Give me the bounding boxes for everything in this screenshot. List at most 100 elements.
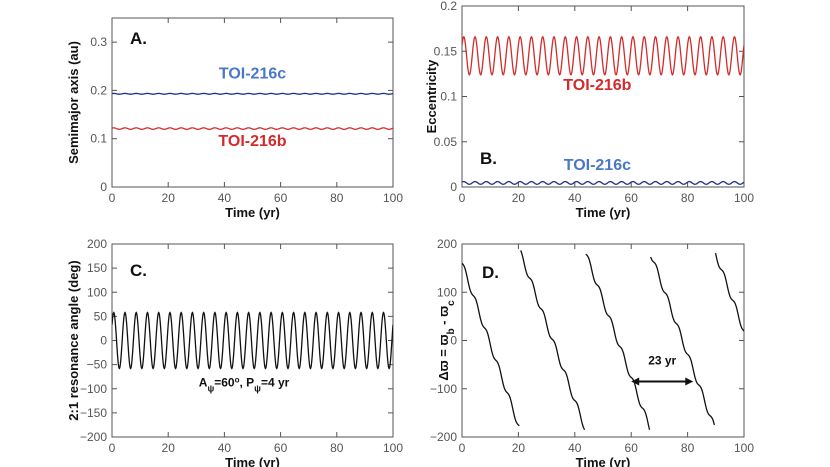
x-tick-label: 20 (162, 441, 176, 455)
y-axis-label: Eccentricity (424, 59, 439, 133)
arrow-head-right (685, 377, 694, 386)
x-tick-label: 100 (383, 191, 403, 205)
y-tick-label: 50 (94, 309, 108, 323)
series-name-label: TOI-216b (563, 77, 631, 94)
y-tick-label: 0.05 (434, 135, 458, 149)
x-tick-label: 100 (383, 441, 403, 455)
series-line-1 (462, 180, 744, 185)
x-tick-label: 20 (512, 441, 526, 455)
series-line-0 (112, 92, 393, 95)
y-tick-label: 150 (87, 261, 107, 275)
x-tick-label: 80 (681, 191, 695, 205)
x-tick-label: 0 (109, 441, 116, 455)
series-name-label: TOI-216c (219, 65, 286, 82)
x-tick-label: 0 (459, 441, 466, 455)
panel-label: D. (482, 263, 499, 282)
y-tick-label: 200 (87, 237, 107, 251)
y-tick-label: 0.1 (90, 132, 107, 146)
x-tick-label: 40 (218, 191, 232, 205)
y-label-sub: b (446, 328, 457, 334)
series-name-label: TOI-216b (218, 133, 286, 150)
y-tick-label: 0 (450, 334, 457, 348)
x-tick-label: 40 (568, 191, 582, 205)
x-tick-label: 60 (274, 441, 288, 455)
series-line-1 (112, 127, 393, 130)
series-segment (650, 256, 716, 426)
x-tick-label: 20 (512, 191, 526, 205)
x-tick-label: 60 (625, 191, 639, 205)
plot-area (462, 35, 744, 185)
y-tick-label: 0.15 (434, 44, 458, 58)
annotation-text: Aψ=60o, Pψ=4 yr (199, 375, 290, 394)
arrow-head-left (631, 377, 640, 386)
series-segment (714, 252, 744, 332)
y-label-part: - ϖ (436, 306, 451, 329)
ann-part: =4 yr (261, 375, 290, 389)
panel-label: C. (130, 261, 147, 280)
plot-frame (111, 17, 394, 188)
ann-sub: ψ (207, 383, 214, 393)
x-axis-label: Time (yr) (225, 205, 280, 220)
x-tick-label: 80 (681, 441, 695, 455)
annotation-text: 23 yr (648, 354, 676, 368)
plot-frame (461, 243, 745, 438)
x-tick-label: 60 (274, 191, 288, 205)
x-axis-label: Time (yr) (225, 455, 280, 467)
x-tick-label: 100 (734, 191, 754, 205)
series-name-label: TOI-216c (564, 157, 631, 174)
y-axis-label: Semimajor axis (au) (66, 41, 81, 164)
y-axis-label: 2:1 resonance angle (deg) (66, 260, 81, 420)
x-tick-label: 40 (218, 441, 232, 455)
series-line-0 (462, 35, 744, 76)
y-label-sub: c (446, 300, 457, 306)
ann-sub: ψ (254, 383, 261, 393)
panel-b: 0 20 40 60 80 100 0 0.05 0.1 0.15 0.2 Time (yr) Ecce… (424, 0, 754, 220)
x-tick-label: 40 (568, 441, 582, 455)
plot-area (462, 250, 744, 431)
series-segment (585, 253, 651, 430)
y-tick-label: 200 (437, 237, 457, 251)
y-tick-label: −50 (87, 358, 108, 372)
y-tick-label: 0.2 (90, 83, 107, 97)
y-tick-label: 0.2 (440, 0, 457, 13)
y-tick-label: −100 (80, 382, 107, 396)
y-tick-label: 0 (100, 180, 107, 194)
x-tick-label: 0 (109, 191, 116, 205)
y-tick-label: 100 (437, 285, 457, 299)
ann-part: , P (240, 375, 255, 389)
y-tick-label: −200 (80, 430, 107, 444)
y-tick-label: 100 (87, 285, 107, 299)
plot-frame (111, 243, 394, 438)
y-tick-label: 0 (450, 180, 457, 194)
x-tick-label: 0 (459, 191, 466, 205)
panel-a: 0 20 40 60 80 100 0 0.1 0.2 0.3 Time (yr) Semimajor… (66, 17, 403, 220)
y-label-part: Δϖ = ϖ (436, 335, 451, 381)
x-tick-label: 100 (734, 441, 754, 455)
y-tick-label: −100 (430, 382, 457, 396)
panel-label: B. (480, 149, 497, 168)
x-tick-label: 20 (162, 191, 176, 205)
panel-c: 0 20 40 60 80 100 −200 −150 −100 −50 0 50 100 150 200 T… (66, 237, 403, 467)
ann-part: =60 (214, 375, 235, 389)
y-tick-label: 0.1 (440, 90, 457, 104)
plot-area (112, 311, 393, 370)
y-tick-label: 0.3 (90, 35, 107, 49)
x-tick-label: 60 (625, 441, 639, 455)
series-segment (520, 250, 586, 431)
x-axis-label: Time (yr) (576, 205, 631, 220)
y-tick-label: −150 (80, 406, 107, 420)
y-tick-label: 0 (100, 334, 107, 348)
series-line-0 (112, 311, 393, 370)
x-tick-label: 80 (330, 441, 344, 455)
series-segment (462, 262, 520, 427)
ann-part: A (199, 375, 208, 389)
x-axis-label: Time (yr) (576, 455, 631, 467)
y-axis-label: Δϖ = ϖb - ϖc (436, 300, 457, 381)
x-tick-label: 80 (330, 191, 344, 205)
panel-label: A. (130, 29, 147, 48)
panel-d: 0 20 40 60 80 100 −200 −100 0 100 200 Time (yr) Δϖ =… (430, 237, 754, 467)
ann-sup: o (235, 375, 240, 384)
y-tick-label: −200 (430, 430, 457, 444)
plot-area (112, 92, 393, 130)
